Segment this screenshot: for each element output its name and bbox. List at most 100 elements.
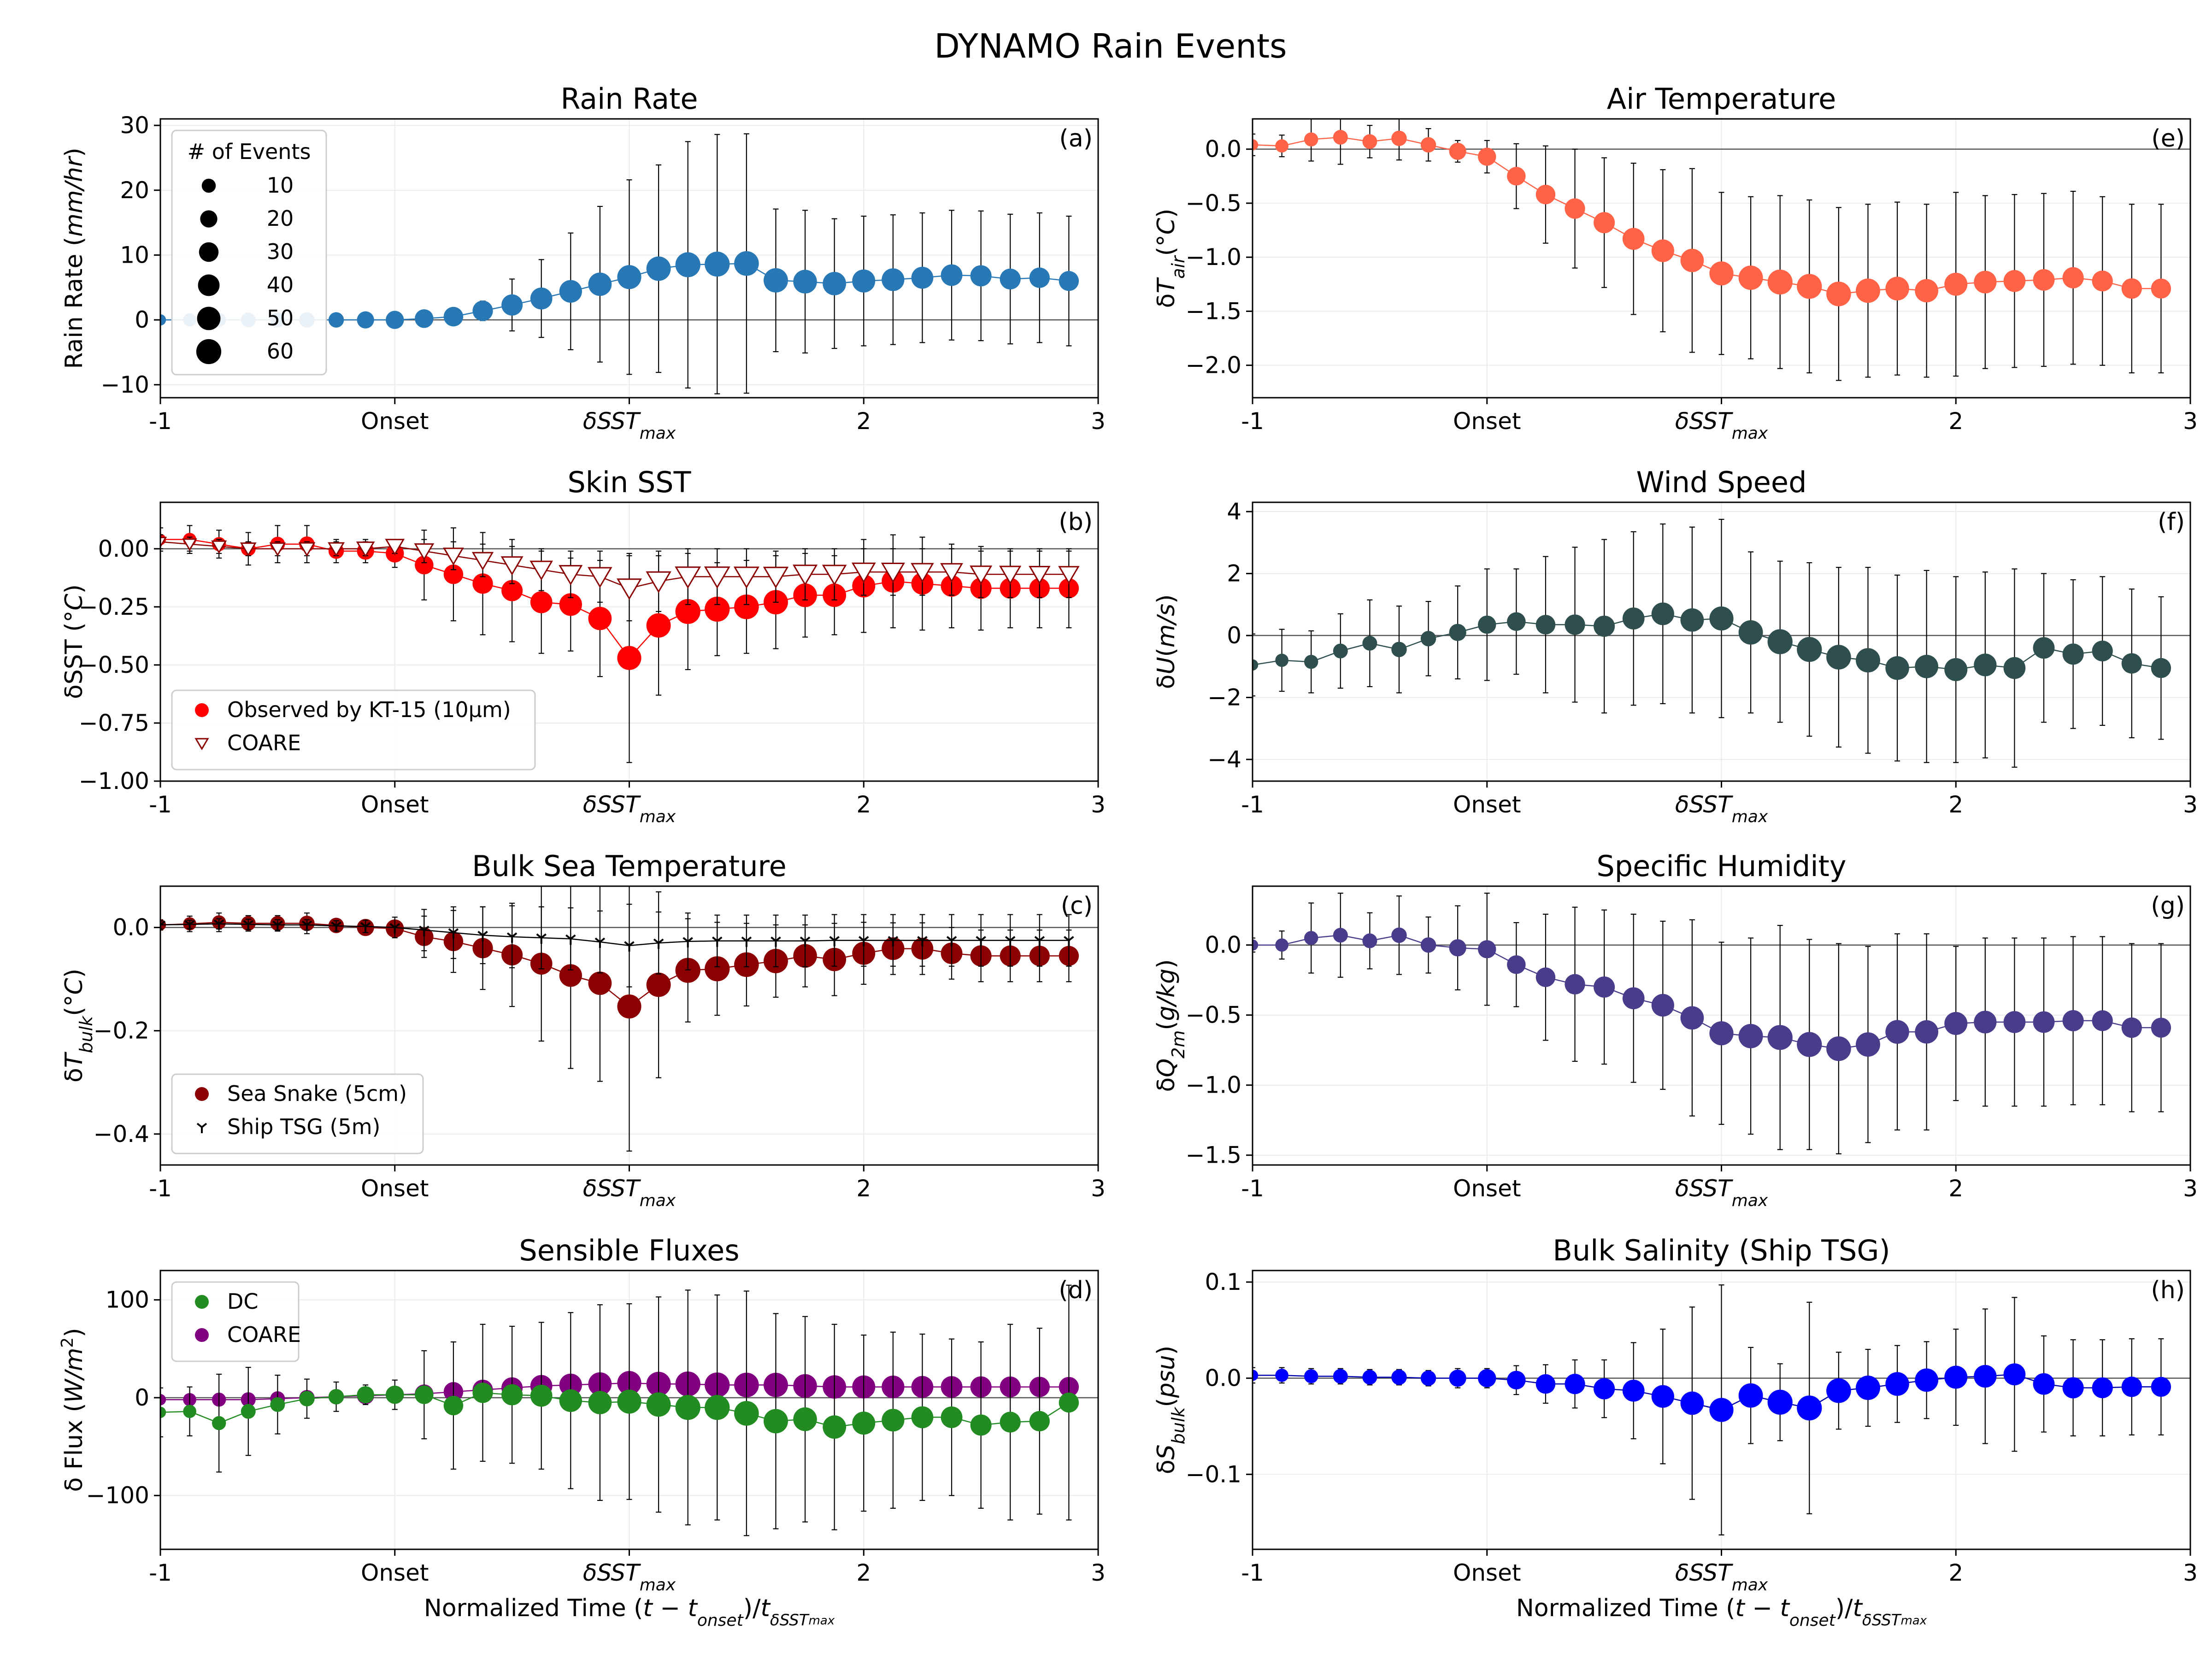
data-point	[270, 1397, 285, 1412]
x-tick-label: -1	[149, 1175, 172, 1202]
data-point	[1915, 1368, 1939, 1392]
data-point	[1709, 1021, 1734, 1046]
data-point	[2062, 1377, 2084, 1399]
data-point	[2151, 1018, 2171, 1038]
data-point	[823, 271, 847, 295]
y-tick-label: 0	[1227, 622, 1241, 649]
legend-marker	[194, 738, 209, 750]
data-point	[1944, 272, 1968, 296]
x-tick-label: δSSTmax	[583, 791, 676, 826]
panel-letter: (d)	[1059, 1277, 1093, 1304]
data-point	[2121, 653, 2142, 674]
data-point	[852, 269, 876, 293]
data-point	[1535, 967, 1556, 987]
data-point	[734, 594, 759, 619]
data-point	[1944, 1012, 1968, 1035]
data-point	[617, 578, 642, 600]
x-tick-label: Onset	[1453, 1175, 1521, 1202]
data-point	[822, 565, 847, 586]
data-point	[477, 930, 488, 941]
data-point	[500, 556, 524, 576]
data-point	[299, 1391, 315, 1406]
x-tick-label: δSSTmax	[1675, 408, 1768, 443]
data-point	[1565, 198, 1585, 219]
data-point	[212, 1416, 226, 1430]
data-point	[1059, 1392, 1079, 1413]
data-point	[1622, 607, 1645, 629]
data-point	[160, 314, 166, 326]
data-point	[1507, 955, 1526, 974]
panel-b: -1 Onset δSSTmax 2 3 −1.00 −0.75 −0.50 −0.25 0.00…	[60, 465, 1106, 826]
data-point	[617, 265, 641, 289]
data-point	[1507, 167, 1526, 186]
y-tick-label: −0.50	[79, 652, 149, 678]
data-point	[588, 567, 612, 588]
legend-marker	[195, 1328, 209, 1342]
y-tick-label: −2	[1207, 684, 1241, 711]
data-point	[356, 541, 375, 558]
y-axis-label: δSbulk(psu)	[1153, 1346, 1188, 1474]
data-point	[2003, 1011, 2026, 1033]
data-point	[1029, 267, 1050, 288]
y-tick-label: −1.0	[1186, 244, 1241, 271]
data-point	[1535, 1374, 1556, 1394]
legend-label: DC	[227, 1289, 259, 1314]
data-point	[1709, 1398, 1734, 1422]
data-point	[1253, 1370, 1259, 1381]
data-point	[1826, 645, 1851, 670]
data-point	[386, 311, 404, 329]
x-tick-label: 3	[1091, 408, 1106, 435]
x-axis-label: Normalized Time (t − tonset)/tδSSTmax	[424, 1594, 835, 1630]
legend-marker	[199, 242, 219, 262]
data-point	[1797, 637, 1822, 662]
data-point	[976, 936, 986, 947]
x-tick-label: -1	[1241, 408, 1264, 435]
data-point	[2033, 1011, 2055, 1033]
data-point	[1797, 274, 1822, 299]
y-tick-label: 0	[135, 306, 149, 333]
data-point	[443, 306, 464, 327]
data-point	[1478, 147, 1496, 166]
data-point	[1449, 939, 1466, 957]
data-point	[301, 920, 312, 931]
data-point	[2033, 269, 2055, 291]
data-point	[1304, 1369, 1318, 1383]
legend-title: # of Events	[188, 139, 311, 164]
data-point	[1974, 271, 1997, 294]
plot-area-b	[160, 525, 1080, 763]
data-point	[1391, 927, 1407, 943]
series-line	[1253, 613, 2161, 671]
data-point	[472, 573, 493, 594]
y-tick-label: 0	[135, 1384, 149, 1411]
x-tick-label: δSSTmax	[1675, 1559, 1768, 1594]
data-point	[911, 1406, 934, 1429]
data-point	[1420, 631, 1436, 647]
y-tick-label: −2.0	[1186, 352, 1241, 379]
data-point	[911, 563, 934, 583]
x-tick-label: Onset	[1453, 791, 1521, 818]
data-point	[682, 937, 693, 947]
data-point	[970, 1414, 992, 1436]
data-point	[829, 936, 840, 947]
series-line	[1253, 935, 2161, 1049]
y-tick-label: 100	[106, 1287, 149, 1313]
data-point	[1680, 608, 1704, 632]
x-tick-label: 2	[856, 1559, 871, 1586]
data-point	[1738, 620, 1763, 645]
data-point	[1362, 933, 1377, 948]
legend-size-label: 40	[267, 272, 294, 297]
y-axis-label: δTair(°C)	[1153, 209, 1188, 308]
data-point	[1856, 1376, 1880, 1400]
data-point	[1651, 994, 1674, 1017]
data-point	[472, 300, 493, 321]
legend-marker	[201, 178, 216, 193]
data-point	[1885, 276, 1909, 300]
x-tick-label: 2	[856, 408, 871, 435]
y-tick-label: −0.5	[1186, 1002, 1241, 1029]
y-tick-label: 0.0	[1205, 1365, 1241, 1392]
data-point	[1565, 1374, 1585, 1394]
data-point	[1029, 565, 1051, 585]
data-point	[160, 920, 166, 931]
figure-title: DYNAMO Rain Events	[934, 27, 1287, 65]
data-point	[1275, 1369, 1288, 1382]
